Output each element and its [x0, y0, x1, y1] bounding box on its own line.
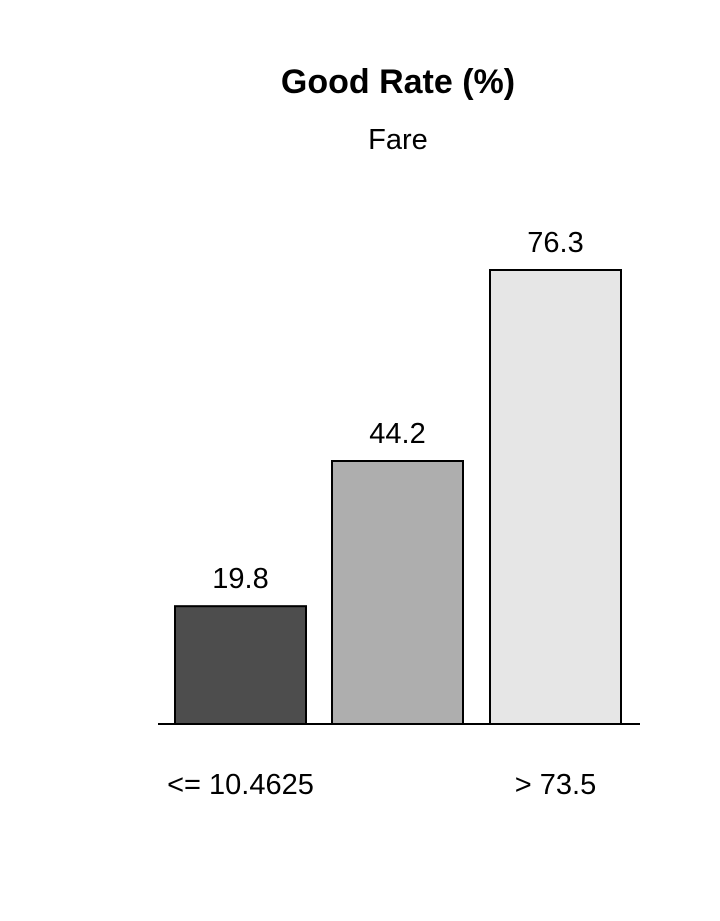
bar-value-label-3: 76.3: [527, 227, 583, 259]
chart-title: Good Rate (%): [281, 63, 515, 101]
bar-1: [174, 605, 307, 725]
x-tick-label-1: <= 10.4625: [167, 769, 314, 801]
bar-value-label-1: 19.8: [212, 563, 268, 595]
bar-2: [331, 460, 464, 725]
chart-subtitle: Fare: [368, 124, 428, 156]
bar-3: [489, 269, 622, 725]
x-tick-labels: <= 10.4625 > 73.5: [167, 769, 596, 801]
bars-group: 19.8 44.2 76.3: [174, 227, 622, 725]
x-tick-label-3: > 73.5: [515, 769, 596, 801]
bar-value-label-2: 44.2: [369, 418, 425, 450]
